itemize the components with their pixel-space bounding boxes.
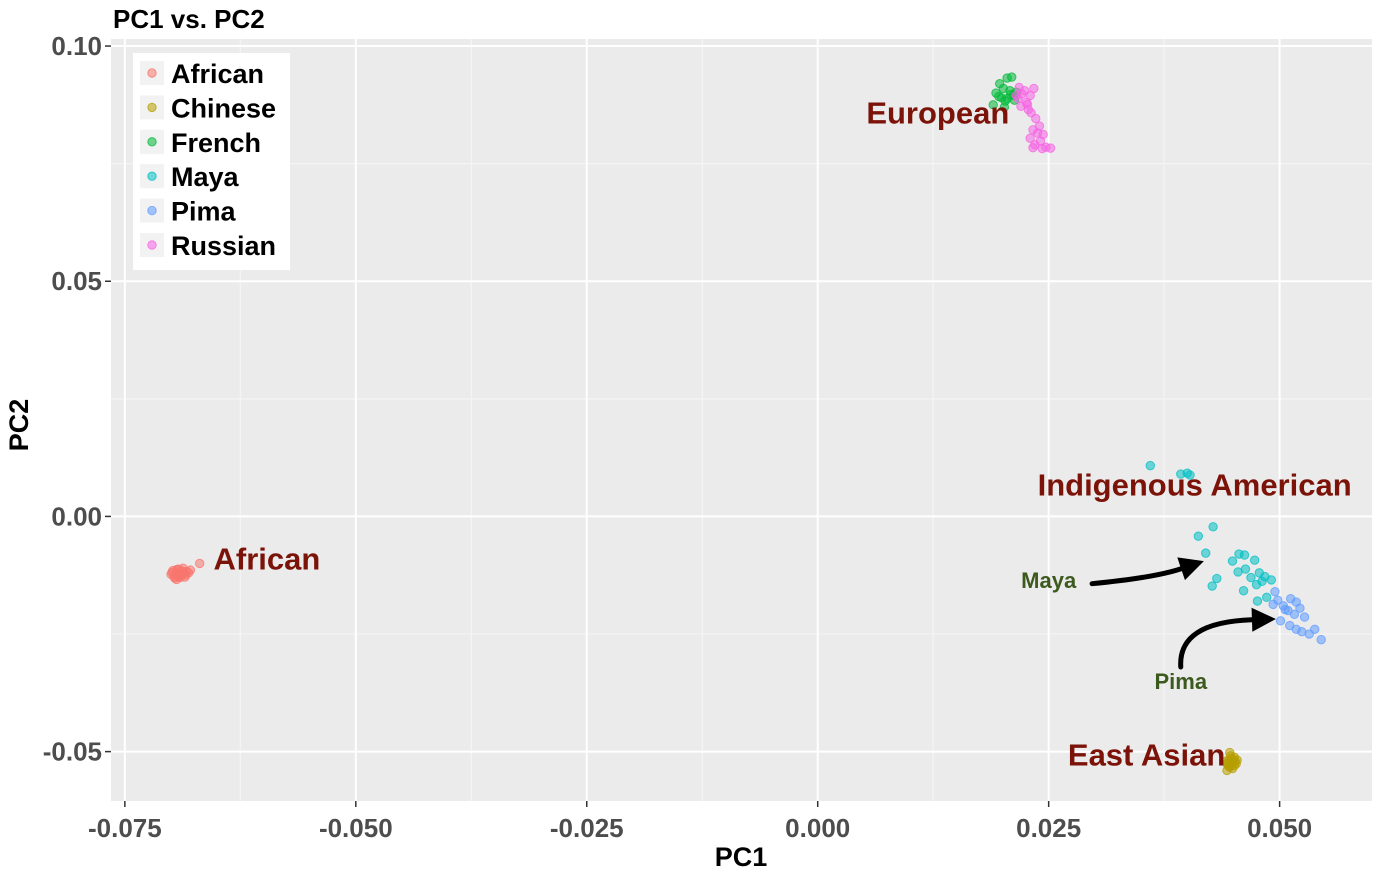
data-point-maya: [1212, 573, 1222, 584]
data-point-maya: [1252, 596, 1263, 606]
data-point-maya: [1193, 531, 1204, 541]
data-point-russian: [1045, 143, 1056, 153]
y-tick-label: 0.05: [51, 266, 102, 296]
x-tick-label: -0.050: [319, 813, 393, 843]
data-point-pima: [1275, 616, 1286, 626]
data-point-pima: [1310, 624, 1320, 635]
minor-gridlines: [111, 39, 1372, 801]
data-point-maya: [1239, 550, 1250, 560]
data-point-maya: [1207, 581, 1217, 591]
data-point-russian: [1029, 83, 1039, 94]
legend-key-russian: [147, 240, 157, 250]
annotation-label: East Asian: [1068, 738, 1225, 773]
data-point-african: [185, 565, 196, 575]
data-point-maya: [1185, 470, 1195, 480]
x-tick-label: 0.025: [1016, 813, 1081, 843]
legend-label: French: [171, 128, 261, 158]
data-point-pima: [1295, 603, 1305, 613]
data-point-russian: [1031, 113, 1041, 124]
data-point-pima: [1316, 634, 1326, 645]
annotation-arrow-head: [1177, 557, 1204, 581]
data-point-maya: [1208, 522, 1218, 532]
data-point-maya: [1266, 575, 1277, 585]
data-point-russian: [1037, 143, 1047, 154]
scatter-points: [166, 72, 1326, 776]
legend-key-maya: [147, 171, 157, 181]
data-point-african: [194, 558, 205, 569]
data-point-maya: [1238, 586, 1249, 596]
data-point-pima: [1280, 604, 1290, 615]
annotation-label: Pima: [1154, 669, 1207, 694]
data-point-maya: [1145, 460, 1155, 471]
group-annotations: European Indigenous American African East A…: [214, 96, 1352, 773]
annotation-arrows: [1089, 557, 1276, 670]
chart-title: PC1 vs. PC2: [113, 4, 265, 34]
data-point-maya: [1261, 592, 1272, 603]
x-axis-ticks: -0.075 -0.050 -0.025 0.000 0.025 0.050: [88, 801, 1312, 843]
data-point-russian: [1022, 99, 1033, 110]
data-point-maya: [1201, 548, 1211, 558]
annotation-label: African: [214, 542, 321, 577]
y-axis-label: PC2: [4, 399, 34, 452]
legend-label: Pima: [171, 197, 237, 227]
data-point-french: [1007, 72, 1017, 82]
data-point-african: [168, 565, 178, 576]
annotation-arrow-shaft: [1178, 617, 1255, 670]
y-tick-label: 0.10: [51, 31, 102, 61]
legend-label: Russian: [171, 231, 276, 261]
y-tick-label: 0.00: [51, 501, 102, 531]
y-tick-label: -0.05: [43, 737, 102, 767]
data-point-chinese: [1222, 765, 1232, 776]
major-gridlines: [111, 39, 1372, 801]
legend-label: Maya: [171, 162, 240, 192]
data-point-russian: [1028, 142, 1038, 153]
legend-label: Chinese: [171, 93, 276, 123]
data-point-russian: [1025, 133, 1035, 143]
legend-key-french: [147, 137, 157, 147]
annotation-arrow-head: [1251, 607, 1276, 632]
legend: African Chinese French Maya Pima Russian: [133, 53, 290, 270]
data-point-maya: [1227, 556, 1238, 566]
x-tick-label: -0.025: [550, 813, 624, 843]
annotation-label: Maya: [1021, 568, 1077, 593]
legend-label: African: [171, 59, 264, 89]
data-point-russian: [1011, 90, 1022, 101]
data-point-pima: [1289, 609, 1300, 619]
plot-panel: [111, 39, 1372, 801]
data-point-pima: [1268, 599, 1278, 610]
x-tick-label: 0.050: [1247, 813, 1312, 843]
annotation-label: European: [866, 96, 1009, 131]
data-point-maya: [1246, 572, 1256, 583]
legend-key-african: [147, 68, 157, 78]
legend-key-chinese: [147, 102, 157, 113]
data-point-african: [177, 569, 187, 579]
data-point-maya: [1233, 567, 1243, 577]
annotation-arrow-shaft: [1089, 566, 1184, 587]
data-point-chinese: [1225, 747, 1235, 758]
x-tick-label: -0.075: [88, 813, 162, 843]
data-point-pima: [1299, 612, 1310, 622]
data-point-chinese: [1232, 755, 1242, 765]
x-axis-label: PC1: [715, 842, 768, 872]
data-point-maya: [1251, 579, 1262, 590]
data-point-french: [988, 100, 998, 110]
x-tick-label: 0.000: [785, 813, 850, 843]
annotation-label: Indigenous American: [1038, 468, 1352, 503]
data-point-french: [994, 91, 1004, 102]
data-point-maya: [1249, 555, 1260, 565]
data-point-french: [999, 102, 1010, 112]
y-axis-ticks: -0.05 0.00 0.05 0.10: [43, 31, 111, 767]
legend-key-pima: [147, 205, 157, 216]
data-point-pima: [1270, 586, 1280, 597]
